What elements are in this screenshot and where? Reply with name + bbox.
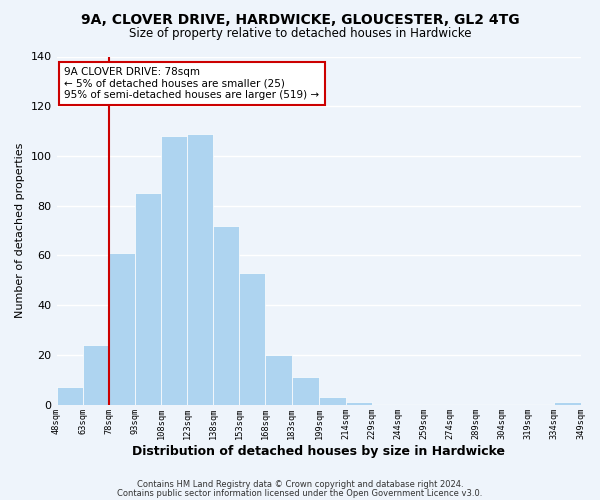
Bar xyxy=(265,355,292,405)
Y-axis label: Number of detached properties: Number of detached properties xyxy=(15,143,25,318)
Text: Size of property relative to detached houses in Hardwicke: Size of property relative to detached ho… xyxy=(129,28,471,40)
Bar xyxy=(135,194,161,404)
Bar xyxy=(213,226,239,404)
Bar xyxy=(83,345,109,405)
X-axis label: Distribution of detached houses by size in Hardwicke: Distribution of detached houses by size … xyxy=(132,444,505,458)
Bar xyxy=(554,402,581,404)
Bar xyxy=(239,273,265,404)
Text: Contains HM Land Registry data © Crown copyright and database right 2024.: Contains HM Land Registry data © Crown c… xyxy=(137,480,463,489)
Text: 9A, CLOVER DRIVE, HARDWICKE, GLOUCESTER, GL2 4TG: 9A, CLOVER DRIVE, HARDWICKE, GLOUCESTER,… xyxy=(80,12,520,26)
Text: 9A CLOVER DRIVE: 78sqm
← 5% of detached houses are smaller (25)
95% of semi-deta: 9A CLOVER DRIVE: 78sqm ← 5% of detached … xyxy=(64,67,320,100)
Bar xyxy=(319,397,346,404)
Bar xyxy=(161,136,187,404)
Bar xyxy=(109,253,135,404)
Bar xyxy=(346,402,371,404)
Text: Contains public sector information licensed under the Open Government Licence v3: Contains public sector information licen… xyxy=(118,488,482,498)
Bar xyxy=(292,378,319,404)
Bar xyxy=(187,134,213,404)
Bar xyxy=(56,388,83,404)
